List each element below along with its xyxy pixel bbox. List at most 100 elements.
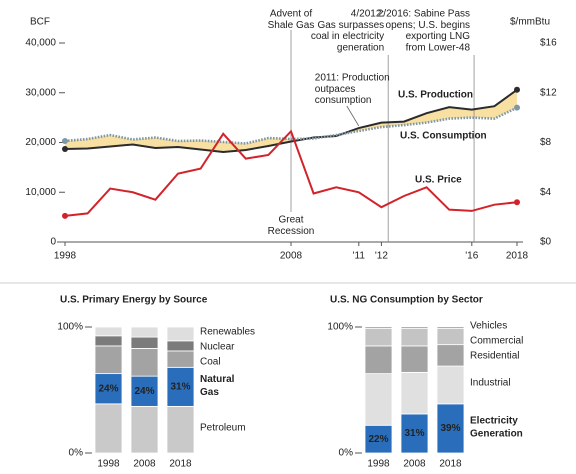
x-tick-label: 1998 [367,459,390,470]
y-tick-label: 100% [57,322,83,333]
x-tick-label: 1998 [97,459,120,470]
series-label: U.S. Production [398,90,473,101]
bar-segment [130,348,159,377]
x-tick-label: 2018 [439,459,462,470]
bar-segment [400,345,429,373]
y-tick-label: 0% [339,448,354,459]
bar-segment [130,336,159,349]
segment-label: Petroleum [200,422,246,433]
annotation: from Lower-48 [406,43,471,54]
bar-segment [94,335,123,347]
bar-segment [94,326,123,337]
leader-line [346,105,360,127]
y-tick-label: 0% [69,448,84,459]
y2-axis-label: $/mmBtu [510,17,550,28]
y2-tick-label: $16 [540,38,557,49]
annotation: Shale Gas [268,20,315,31]
end-marker [62,138,68,145]
segment-label: Electricity Generation [470,415,523,439]
end-marker [514,104,520,111]
end-marker [514,86,520,93]
bar-segment [364,326,393,329]
x-tick-label: 2008 [403,459,426,470]
bar-segment [364,327,393,347]
bar-segment [364,373,393,426]
bar-segment [364,345,393,375]
bar-segment [94,373,123,405]
bar-segment [166,326,195,342]
value-label: 39% [440,423,460,434]
y2-tick-label: $4 [540,187,552,198]
value-label: 24% [134,386,154,397]
x-tick-label: 2008 [133,459,156,470]
bar-segment [436,326,465,329]
series-line [64,106,518,145]
x-tick-label: 2008 [280,251,303,262]
value-label: 24% [98,383,118,394]
series-line [64,88,518,153]
segment-label: Commercial [470,335,523,346]
bar-segment [400,326,429,329]
value-label: 31% [404,428,424,439]
y-tick-label: 0 [50,237,56,248]
value-label: 22% [368,434,388,445]
chart-title: U.S. Primary Energy by Source [60,295,208,306]
x-tick-label: '11 [353,251,366,262]
bar-segment [166,340,195,352]
chart-title: U.S. NG Consumption by Sector [330,295,483,306]
end-marker [62,212,68,219]
annotation: Recession [268,226,315,237]
annotation: Advent of [270,9,312,20]
bar-segment [400,371,429,415]
bar-segment [130,405,159,454]
annotation: 2011: Production [315,73,390,84]
end-marker [514,199,520,206]
y-tick-label: 20,000 [25,137,56,148]
y-tick-label: 10,000 [25,187,56,198]
bar-segment [436,327,465,346]
x-tick-label: 2018 [169,459,192,470]
segment-label: Vehicles [470,320,507,331]
bar-segment [94,403,123,454]
x-tick-label: 1998 [54,251,77,262]
y-axis-label: BCF [30,17,50,28]
annotation: Gas surpasses [317,20,384,31]
annotation: generation [337,43,384,54]
bar-segment [94,345,123,375]
bar-segment [130,326,159,338]
annotation: Great [278,215,303,226]
series-line [64,129,518,217]
segment-label: Nuclear [200,342,235,353]
annotation: 2/2016: Sabine Pass [378,9,470,20]
annotation: coal in electricity [311,31,384,42]
annotation: outpaces [315,84,356,95]
annotation: consumption [315,95,372,106]
y-tick-label: 30,000 [25,87,56,98]
segment-label: Natural Gas [200,373,235,397]
bar-segment [166,366,195,407]
y-tick-label: 100% [327,322,353,333]
segment-label: Residential [470,350,519,361]
end-marker [62,145,68,152]
y-tick-label: 40,000 [25,38,56,49]
x-tick-label: 2018 [506,251,529,262]
bar-segment [400,327,429,347]
annotation: opens; U.S. begins [386,20,471,31]
segment-label: Renewables [200,327,255,338]
value-label: 31% [170,381,190,392]
y2-tick-label: $12 [540,87,557,98]
segment-label: Industrial [470,378,511,389]
series-label: U.S. Price [415,175,462,186]
bar-segment [436,365,465,405]
y2-tick-label: $0 [540,237,552,248]
annotation: 4/2012: [351,9,384,20]
x-tick-label: '12 [375,251,388,262]
bar-segment [166,350,195,368]
bar-segment [166,405,195,454]
series-label: U.S. Consumption [400,131,487,142]
y2-tick-label: $8 [540,137,552,148]
annotation: exporting LNG [406,31,471,42]
x-tick-label: '16 [465,251,478,262]
bar-segment [436,344,465,367]
